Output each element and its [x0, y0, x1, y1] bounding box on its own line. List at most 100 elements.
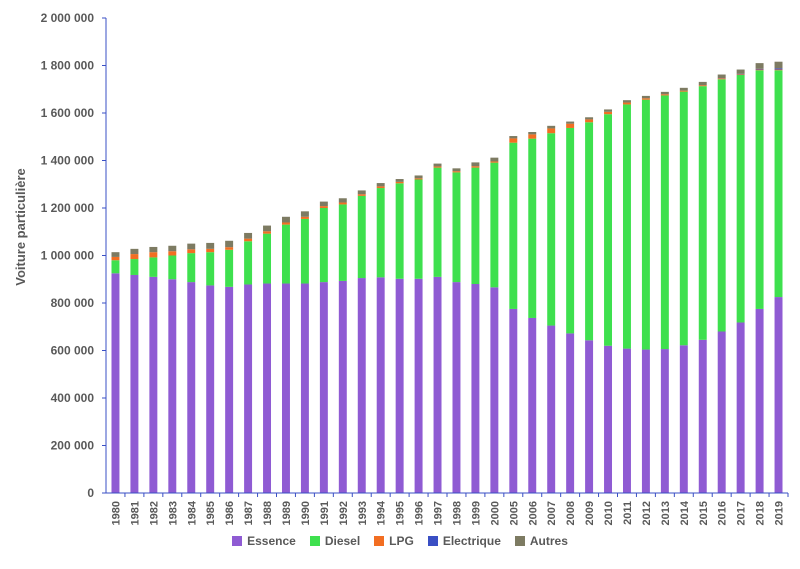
- bar-segment-lpg: [225, 247, 233, 250]
- x-tick-label: 1984: [186, 500, 198, 525]
- bar-segment-autres: [339, 198, 347, 202]
- y-tick-label: 1 600 000: [41, 106, 95, 120]
- bar-segment-diesel: [490, 163, 498, 288]
- bars: [111, 62, 782, 493]
- y-tick-label: 1 000 000: [41, 249, 95, 263]
- y-tick-label: 400 000: [51, 391, 95, 405]
- bar-segment-autres: [775, 62, 783, 69]
- bar-segment-autres: [434, 164, 442, 167]
- bar-segment-autres: [471, 162, 479, 166]
- bar-segment-diesel: [149, 257, 157, 276]
- x-tick-label: 2000: [489, 501, 501, 525]
- bar-segment-diesel: [699, 86, 707, 340]
- bar-segment-lpg: [263, 231, 271, 233]
- bar-segment-diesel: [642, 100, 650, 350]
- x-tick-label: 2013: [660, 501, 672, 525]
- x-tick-label: 2018: [755, 501, 767, 525]
- legend-item-electrique: Electrique: [428, 534, 501, 548]
- bar-segment-lpg: [168, 251, 176, 255]
- bar-segment-diesel: [225, 250, 233, 287]
- bar-segment-diesel: [471, 168, 479, 284]
- bar-segment-essence: [225, 287, 233, 493]
- bar-segment-electrique: [775, 68, 783, 69]
- x-tick-label: 2016: [717, 501, 729, 525]
- bar-segment-diesel: [509, 143, 517, 309]
- bar-segment-essence: [111, 273, 119, 493]
- legend-label: Autres: [530, 534, 568, 548]
- bar-segment-lpg: [415, 178, 423, 179]
- bar-segment-essence: [756, 309, 764, 493]
- x-tick-label: 1981: [129, 501, 141, 525]
- bar-segment-lpg: [585, 119, 593, 122]
- x-tick-label: 1992: [338, 501, 350, 525]
- bar-segment-essence: [623, 349, 631, 493]
- x-tick-label: 2008: [565, 501, 577, 525]
- bar-segment-essence: [661, 349, 669, 493]
- bar-segment-autres: [396, 179, 404, 182]
- bar-segment-essence: [301, 284, 309, 493]
- bar-segment-essence: [604, 346, 612, 493]
- bar-segment-autres: [301, 211, 309, 216]
- bar-segment-autres: [509, 136, 517, 138]
- bar-segment-diesel: [452, 172, 460, 282]
- x-tick-label: 2011: [622, 501, 634, 525]
- bar-segment-autres: [680, 88, 688, 91]
- bar-segment-essence: [339, 281, 347, 493]
- x-tick-label: 1985: [205, 501, 217, 525]
- x-tick-label: 1996: [414, 501, 426, 525]
- bar-segment-essence: [415, 279, 423, 493]
- bar-segment-essence: [566, 333, 574, 493]
- legend-swatch: [232, 536, 242, 546]
- y-tick-label: 2 000 000: [41, 11, 95, 25]
- bar-segment-autres: [320, 202, 328, 207]
- x-tick-label: 1986: [224, 501, 236, 525]
- bar-segment-autres: [244, 233, 252, 239]
- bar-segment-diesel: [130, 259, 138, 275]
- bar-segment-autres: [661, 92, 669, 94]
- bar-segment-diesel: [168, 256, 176, 280]
- y-tick-label: 800 000: [51, 296, 95, 310]
- bar-segment-diesel: [737, 75, 745, 322]
- bar-segment-lpg: [111, 257, 119, 260]
- bar-segment-autres: [358, 190, 366, 194]
- bar-segment-autres: [547, 126, 555, 129]
- bar-segment-autres: [168, 246, 176, 251]
- bar-segment-diesel: [187, 253, 195, 282]
- bar-segment-autres: [130, 249, 138, 254]
- bar-segment-lpg: [452, 171, 460, 172]
- bar-segment-lpg: [130, 254, 138, 259]
- bar-segment-diesel: [585, 122, 593, 340]
- x-tick-label: 2010: [603, 501, 615, 525]
- y-tick-label: 1 400 000: [41, 154, 95, 168]
- bar-segment-autres: [528, 132, 536, 134]
- bar-segment-lpg: [547, 128, 555, 133]
- bar-segment-essence: [377, 277, 385, 493]
- legend-item-autres: Autres: [515, 534, 568, 548]
- bar-segment-essence: [547, 326, 555, 493]
- bar-segment-lpg: [244, 239, 252, 242]
- x-tick-label: 1994: [376, 500, 388, 525]
- x-tick-label: 1997: [433, 501, 445, 525]
- bar-segment-essence: [452, 282, 460, 493]
- bar-segment-autres: [718, 75, 726, 79]
- bar-segment-essence: [490, 287, 498, 493]
- bar-segment-lpg: [661, 94, 669, 95]
- bar-segment-lpg: [377, 186, 385, 188]
- x-tick-label: 2005: [508, 501, 520, 525]
- bar-segment-autres: [604, 109, 612, 111]
- bar-segment-essence: [699, 340, 707, 493]
- bar-segment-autres: [206, 243, 214, 249]
- bar-segment-lpg: [528, 134, 536, 138]
- bar-segment-lpg: [718, 78, 726, 79]
- y-tick-label: 600 000: [51, 344, 95, 358]
- bar-segment-diesel: [415, 180, 423, 279]
- bar-segment-essence: [282, 284, 290, 493]
- legend-label: LPG: [389, 534, 414, 548]
- bar-segment-autres: [737, 70, 745, 74]
- x-tick-label: 1983: [167, 501, 179, 525]
- bar-segment-autres: [642, 96, 650, 98]
- x-tick-label: 2009: [584, 501, 596, 525]
- y-tick-label: 1 800 000: [41, 59, 95, 73]
